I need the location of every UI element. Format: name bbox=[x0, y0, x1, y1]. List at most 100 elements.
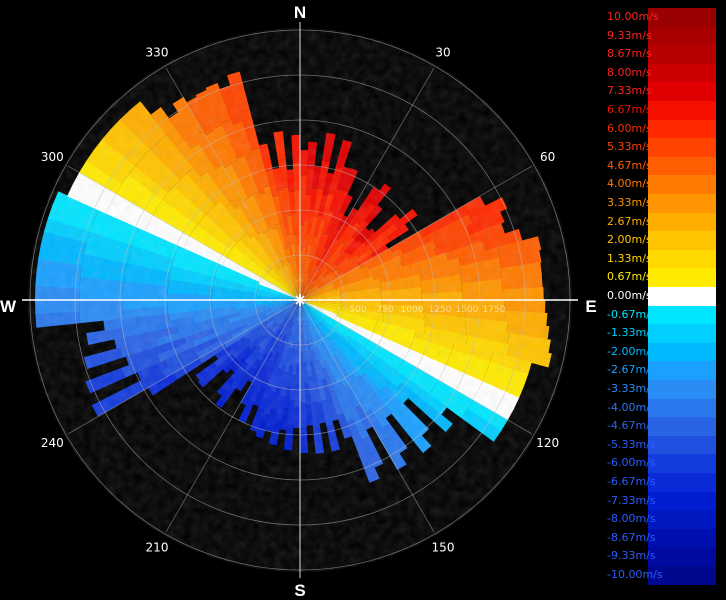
legend-swatch bbox=[648, 268, 716, 287]
legend-label: -1.33m/s bbox=[607, 326, 656, 340]
legend-label: -2.67m/s bbox=[607, 363, 656, 377]
legend-label: 8.67m/s bbox=[607, 47, 652, 61]
legend-swatch bbox=[648, 454, 716, 473]
legend-entry: 9.33m/s bbox=[604, 26, 716, 46]
legend-entry: -9.33m/s bbox=[604, 547, 716, 566]
legend-label: -9.33m/s bbox=[607, 549, 656, 563]
legend-entry: -4.00m/s bbox=[604, 398, 716, 418]
bearing-label: 240 bbox=[41, 436, 64, 450]
legend-label: 6.00m/s bbox=[607, 121, 652, 135]
legend-swatch bbox=[648, 63, 716, 83]
legend-label: -5.33m/s bbox=[607, 437, 656, 451]
legend-entry: 7.33m/s bbox=[604, 82, 716, 101]
legend-label: 9.33m/s bbox=[607, 28, 652, 42]
legend-label: 2.00m/s bbox=[607, 233, 652, 247]
legend-entry: -6.00m/s bbox=[604, 454, 716, 473]
legend-swatch bbox=[648, 45, 716, 64]
legend-swatch bbox=[648, 175, 716, 194]
legend-entry: 4.00m/s bbox=[604, 175, 716, 194]
legend-label: 8.00m/s bbox=[607, 65, 652, 79]
legend-swatch bbox=[648, 101, 716, 120]
bearing-spoke bbox=[67, 165, 301, 301]
bearing-spoke bbox=[165, 299, 301, 533]
legend-entry: 3.33m/s bbox=[604, 194, 716, 213]
legend-entry: -5.33m/s bbox=[604, 435, 716, 455]
legend-label: -7.33m/s bbox=[607, 493, 656, 507]
legend-swatch bbox=[648, 119, 716, 139]
range-label: 1750 bbox=[483, 305, 506, 315]
bearing-spoke bbox=[299, 67, 435, 301]
legend-label: -8.67m/s bbox=[607, 530, 656, 544]
radar-site-marker bbox=[294, 294, 306, 306]
legend-entry: -2.67m/s bbox=[604, 361, 716, 380]
legend-label: 7.33m/s bbox=[607, 84, 652, 98]
legend-swatch bbox=[648, 212, 716, 232]
legend-swatch bbox=[648, 380, 716, 399]
legend-swatch bbox=[648, 510, 716, 529]
south-label: S bbox=[294, 581, 305, 600]
legend-swatch bbox=[648, 8, 716, 27]
bearing-label: 150 bbox=[432, 541, 455, 555]
bearing-label: 30 bbox=[435, 45, 450, 59]
legend-label: -4.00m/s bbox=[607, 400, 656, 414]
legend-swatch bbox=[648, 305, 716, 325]
legend-label: -8.00m/s bbox=[607, 512, 656, 526]
bearing-label: 210 bbox=[146, 541, 169, 555]
bearing-label: 120 bbox=[536, 436, 559, 450]
bearing-spoke bbox=[299, 299, 435, 533]
range-label: 1250 bbox=[429, 305, 452, 315]
legend-entry: 2.00m/s bbox=[604, 231, 716, 250]
legend-swatch bbox=[648, 417, 716, 436]
legend-entry: 8.67m/s bbox=[604, 45, 716, 64]
legend-swatch bbox=[648, 566, 716, 585]
legend-swatch bbox=[648, 138, 716, 157]
bearing-spoke bbox=[299, 165, 533, 301]
bearing-spoke bbox=[299, 299, 533, 435]
legend-entry: -7.33m/s bbox=[604, 491, 716, 511]
north-label: N bbox=[294, 3, 306, 22]
legend-entry: 10.00m/s bbox=[604, 8, 716, 27]
legend-label: -0.67m/s bbox=[607, 307, 656, 321]
legend-entry: -2.00m/s bbox=[604, 342, 716, 362]
legend-entry: 5.33m/s bbox=[604, 138, 716, 157]
legend-swatch bbox=[648, 249, 716, 269]
bearing-label: 60 bbox=[540, 150, 555, 164]
legend-swatch bbox=[648, 398, 716, 418]
range-labels: 500 750 1000 1250 1500 1750 bbox=[349, 305, 505, 315]
velocity-color-legend: 10.00m/s 9.33m/s 8.67m/s 8.00m/s 7.33m/s 6.67… bbox=[604, 8, 716, 590]
legend-label: -4.67m/s bbox=[607, 419, 656, 433]
legend-label: 4.67m/s bbox=[607, 158, 652, 172]
legend-label: 1.33m/s bbox=[607, 251, 652, 265]
east-label: E bbox=[585, 297, 596, 316]
legend-entry: 2.67m/s bbox=[604, 212, 716, 232]
legend-entry: 1.33m/s bbox=[604, 249, 716, 269]
legend-entry: -10.00m/s bbox=[604, 566, 716, 585]
legend-swatch bbox=[648, 491, 716, 511]
legend-label: -10.00m/s bbox=[607, 568, 663, 581]
legend-label: 0.67m/s bbox=[607, 270, 652, 284]
legend-swatch bbox=[648, 194, 716, 213]
legend-entry: -1.33m/s bbox=[604, 324, 716, 343]
range-label: 750 bbox=[376, 305, 393, 315]
legend-label: -6.00m/s bbox=[607, 456, 656, 470]
legend-entry: 6.00m/s bbox=[604, 119, 716, 139]
legend-entry: -8.00m/s bbox=[604, 510, 716, 529]
legend-label: 4.00m/s bbox=[607, 177, 652, 191]
range-label: 1000 bbox=[401, 305, 424, 315]
legend-swatch bbox=[648, 324, 716, 343]
legend-label: -3.33m/s bbox=[607, 382, 656, 395]
legend-swatch bbox=[648, 231, 716, 250]
bearing-spoke bbox=[67, 299, 301, 435]
legend-swatch bbox=[648, 473, 716, 492]
legend-swatch bbox=[648, 547, 716, 566]
legend-label: 6.67m/s bbox=[607, 103, 652, 116]
legend-swatch bbox=[648, 287, 716, 306]
legend-label: 3.33m/s bbox=[607, 196, 652, 209]
legend-label: 2.67m/s bbox=[607, 214, 652, 228]
legend-entry: 6.67m/s bbox=[604, 101, 716, 120]
legend-swatch bbox=[648, 435, 716, 455]
legend-label: -2.00m/s bbox=[607, 344, 656, 358]
bearing-label: 330 bbox=[146, 45, 169, 59]
legend-label: 5.33m/s bbox=[607, 140, 652, 154]
